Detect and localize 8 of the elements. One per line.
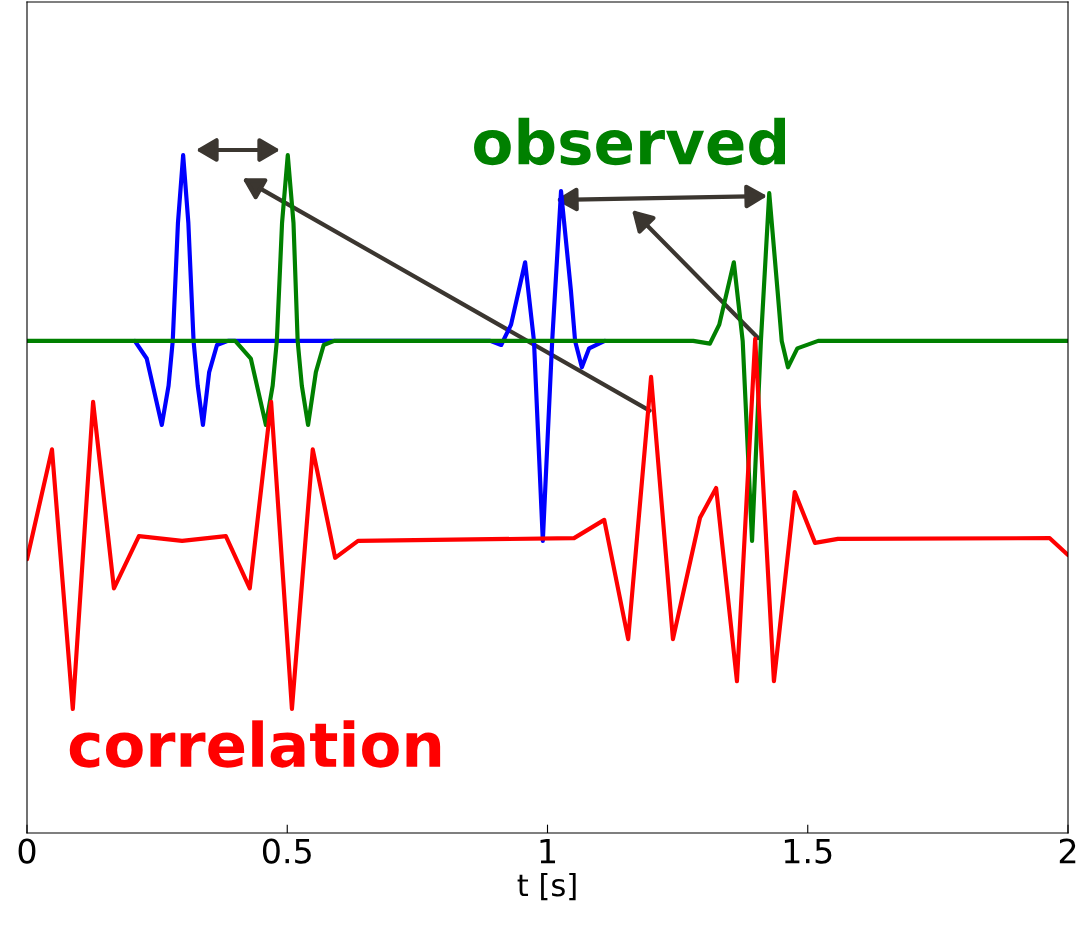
series-label: correlation [69, 720, 441, 768]
x-tick-label: 2 [1059, 838, 1076, 864]
x-tick-label: 1.5 [784, 838, 832, 864]
x-axis-title: t [s] [517, 872, 576, 901]
x-tick-label: 0 [18, 838, 36, 864]
series-label: observed [474, 117, 786, 166]
x-tick-label: 1 [540, 838, 556, 864]
x-tick-label: 0.5 [262, 838, 311, 864]
